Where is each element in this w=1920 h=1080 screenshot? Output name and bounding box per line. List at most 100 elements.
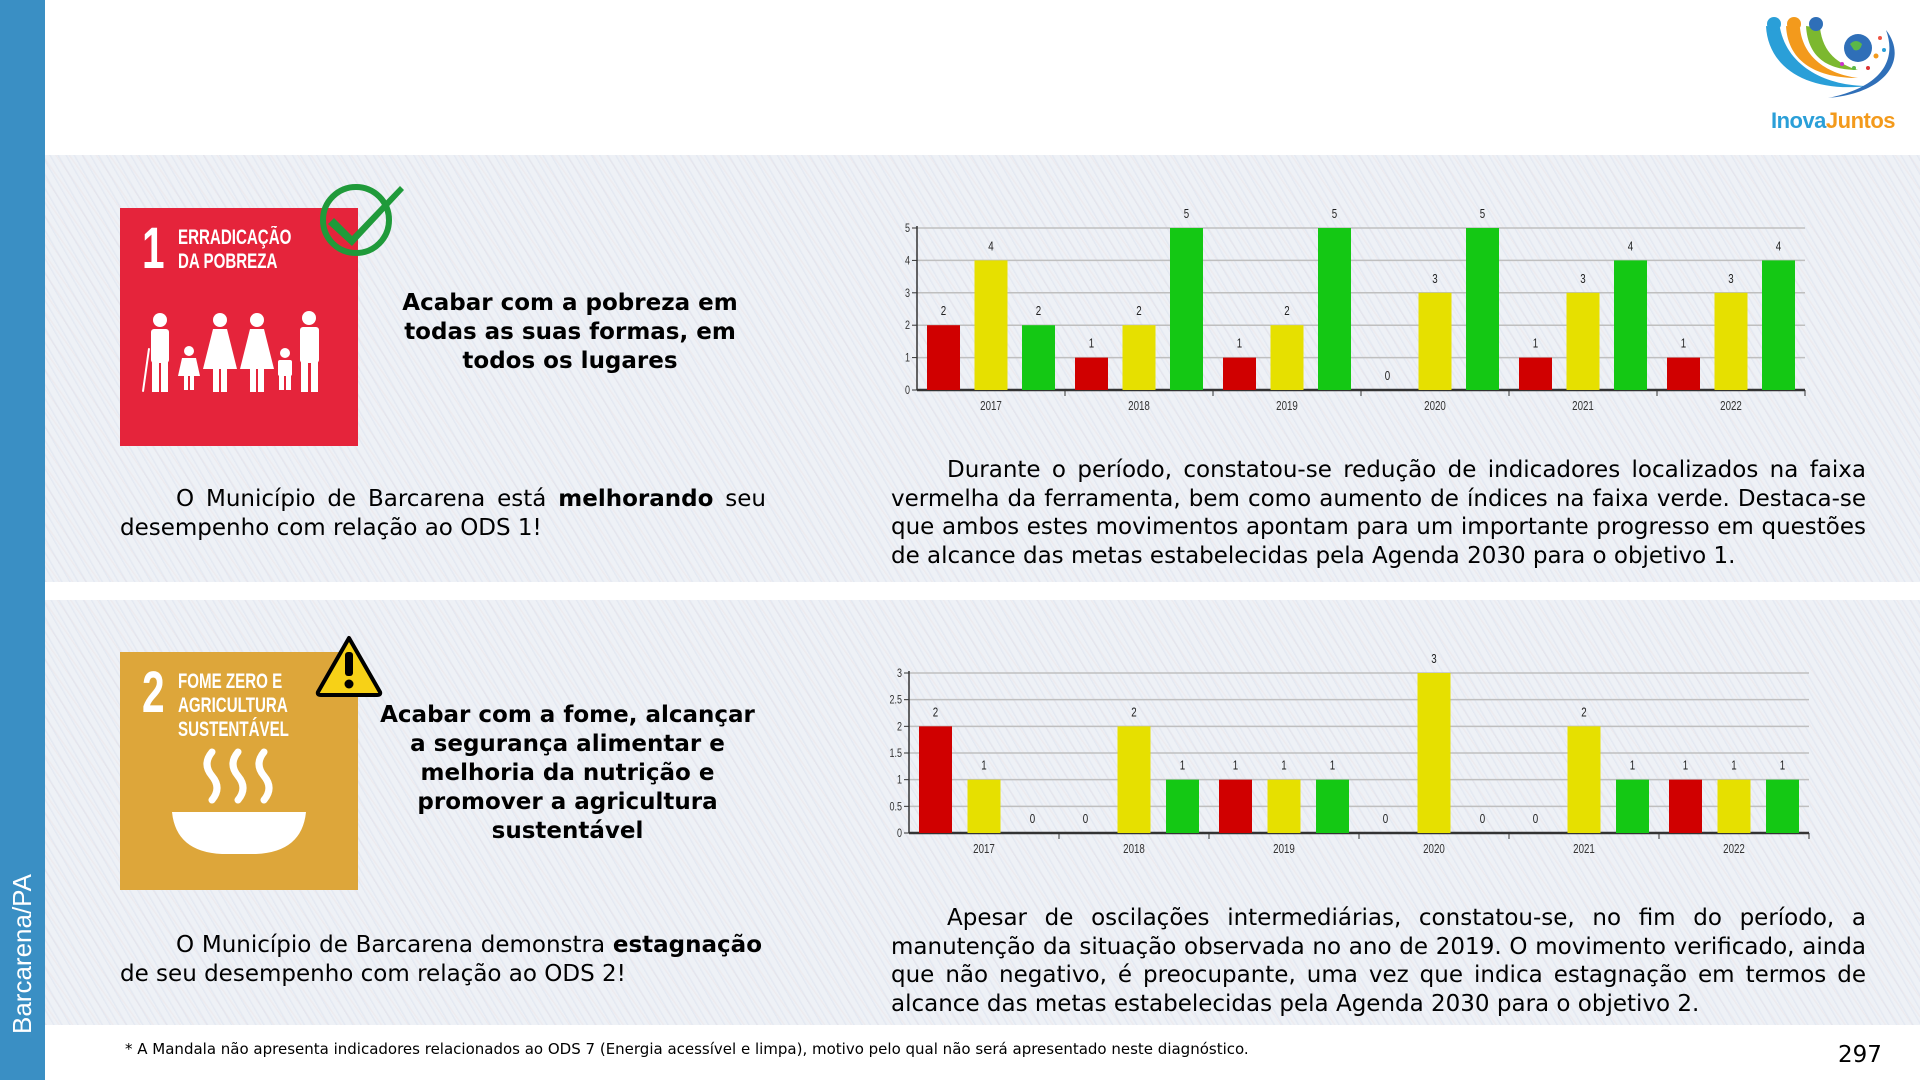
y-tick-label: 0: [897, 827, 902, 841]
ods1-analysis: Durante o período, constatou-se redução …: [891, 457, 1866, 569]
bar-value-label: 0: [1030, 813, 1035, 827]
bar-value-label: 3: [1728, 273, 1733, 287]
bar-amarelo-2020: [1418, 292, 1452, 390]
food-bowl-icon: [172, 748, 306, 854]
bar-amarelo-2020: [1417, 673, 1451, 833]
bar-value-label: 4: [1628, 240, 1634, 254]
bar-value-label: 1: [1281, 759, 1286, 773]
bar-verde-2018: [1170, 228, 1203, 390]
bar-value-label: 1: [1681, 337, 1686, 351]
ods2-goal-title: Acabar com a fome, alcançar a segurança …: [380, 702, 755, 844]
sidebar: Barcarena/PA: [0, 0, 45, 1080]
bar-value-label: 1: [1089, 337, 1094, 351]
x-tick-label: 2022: [1720, 400, 1742, 414]
bar-value-label: 1: [1237, 337, 1242, 351]
bar-verde-2021: [1614, 260, 1647, 390]
bar-value-label: 0: [1533, 813, 1538, 827]
bar-amarelo-2017: [967, 779, 1001, 833]
sdg1-tile: 1 ERRADICAÇÃO DA POBREZA: [120, 208, 358, 446]
x-tick-label: 2020: [1424, 400, 1446, 414]
y-tick-label: 4: [905, 254, 910, 268]
bar-verde-2019: [1316, 779, 1349, 833]
ods2-summary: O Município de Barcarena demonstra estag…: [120, 932, 762, 987]
x-tick-label: 2017: [973, 843, 995, 857]
inovajuntos-logo: InovaJuntos: [1758, 8, 1908, 138]
bar-value-label: 1: [1233, 759, 1238, 773]
x-tick-label: 2018: [1128, 400, 1150, 414]
y-tick-label: 0: [905, 384, 910, 398]
sdg1-title: ERRADICAÇÃO DA POBREZA: [178, 226, 292, 273]
y-tick-label: 1.5: [889, 747, 902, 761]
y-tick-label: 2.5: [889, 693, 902, 707]
x-tick-label: 2021: [1572, 400, 1594, 414]
bar-value-label: 2: [1131, 706, 1136, 720]
x-tick-label: 2022: [1723, 843, 1745, 857]
sdg2-title: FOME ZERO E AGRICULTURA SUSTENTÁVEL: [178, 670, 289, 741]
logo-text: InovaJuntos: [1770, 108, 1896, 133]
bar-verde-2022: [1762, 260, 1795, 390]
check-circle-icon: [320, 184, 404, 256]
bar-value-label: 2: [1284, 305, 1289, 319]
bar-vermelho-2017: [927, 325, 960, 390]
ods1-summary: O Município de Barcarena está melhorando…: [120, 486, 766, 541]
bar-verde-2022: [1766, 779, 1799, 833]
y-tick-label: 0.5: [889, 800, 902, 814]
logo-emblem-icon: [1766, 17, 1895, 98]
x-tick-label: 2020: [1423, 843, 1445, 857]
bar-amarelo-2019: [1270, 325, 1304, 390]
bar-vermelho-2022: [1667, 357, 1700, 390]
bar-vermelho-2019: [1219, 779, 1252, 833]
bar-verde-2021: [1616, 779, 1649, 833]
y-tick-label: 5: [905, 222, 910, 236]
x-tick-label: 2018: [1123, 843, 1145, 857]
bar-value-label: 5: [1480, 208, 1485, 222]
y-tick-label: 2: [897, 720, 902, 734]
y-tick-label: 3: [897, 667, 902, 681]
bar-value-label: 2: [1581, 706, 1586, 720]
bar-vermelho-2019: [1223, 357, 1256, 390]
y-tick-label: 3: [905, 287, 910, 301]
bar-value-label: 1: [981, 759, 986, 773]
footnote: * A Mandala não apresenta indicadores re…: [125, 1040, 1249, 1058]
bar-value-label: 2: [941, 305, 946, 319]
bar-verde-2018: [1166, 779, 1199, 833]
bar-vermelho-2018: [1075, 357, 1108, 390]
bar-value-label: 1: [1630, 759, 1635, 773]
bar-value-label: 5: [1332, 208, 1337, 222]
bar-value-label: 0: [1083, 813, 1088, 827]
bar-value-label: 1: [1180, 759, 1185, 773]
bar-amarelo-2022: [1714, 292, 1748, 390]
warning-triangle-icon: [315, 636, 383, 697]
bar-amarelo-2017: [974, 260, 1008, 390]
bar-value-label: 0: [1383, 813, 1388, 827]
bar-value-label: 2: [933, 706, 938, 720]
bar-value-label: 1: [1683, 759, 1688, 773]
bar-value-label: 0: [1480, 813, 1485, 827]
bar-value-label: 1: [1731, 759, 1736, 773]
bar-value-label: 5: [1184, 208, 1189, 222]
sdg2-tile: 2 FOME ZERO E AGRICULTURA SUSTENTÁVEL: [120, 652, 358, 890]
bar-value-label: 2: [1136, 305, 1141, 319]
x-tick-label: 2019: [1276, 400, 1298, 414]
bar-verde-2017: [1022, 325, 1055, 390]
bar-value-label: 4: [1776, 240, 1782, 254]
bar-value-label: 0: [1385, 370, 1390, 384]
bar-value-label: 2: [1036, 305, 1041, 319]
ods1-goal-title: Acabar com a pobreza em todas as suas fo…: [402, 290, 738, 374]
bar-amarelo-2019: [1267, 779, 1301, 833]
bar-value-label: 1: [1780, 759, 1785, 773]
bar-amarelo-2021: [1567, 726, 1601, 833]
bar-amarelo-2018: [1122, 325, 1156, 390]
bar-value-label: 3: [1580, 273, 1585, 287]
ods1-bar-chart: 0 1 2 3 4 5 2 4 2 2017 1 2 5 2018 1 2 5 2019 0 3 5 2020 1 3 4 202…: [905, 208, 1806, 414]
bar-vermelho-2022: [1669, 779, 1702, 833]
municipality-label: Barcarena/PA: [7, 874, 37, 1034]
y-tick-label: 1: [897, 773, 902, 787]
bar-value-label: 4: [988, 240, 994, 254]
bar-amarelo-2018: [1117, 726, 1151, 833]
bar-verde-2019: [1318, 228, 1351, 390]
bar-verde-2020: [1466, 228, 1499, 390]
y-tick-label: 1: [905, 351, 910, 365]
x-tick-label: 2019: [1273, 843, 1295, 857]
